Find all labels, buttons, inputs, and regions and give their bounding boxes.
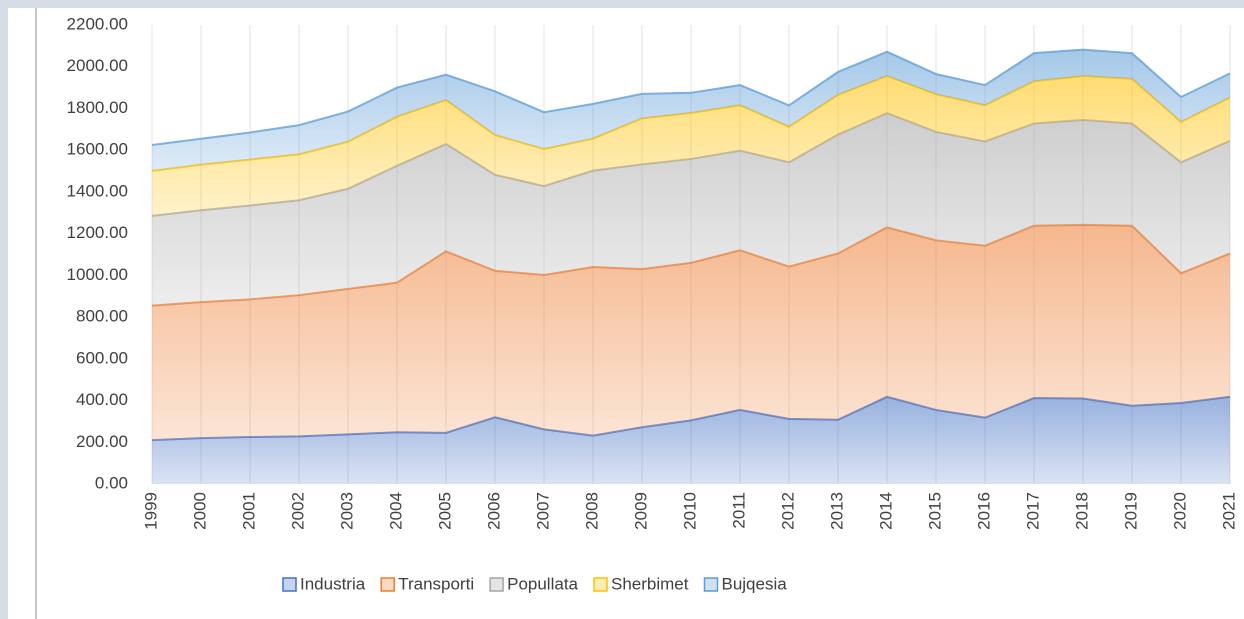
area [152,76,1230,216]
area [152,224,1230,441]
x-tick-label: 2004 [386,492,405,530]
legend-label: Sherbimet [611,574,689,593]
area-line [151,395,1231,442]
area-line [151,48,1231,146]
y-tick-label: 1600.00 [67,140,128,159]
legend-label: Bujqesia [721,574,787,593]
x-tick-label: 2005 [435,492,454,530]
x-tick-label: 2020 [1170,492,1189,530]
x-tick-label: 2003 [337,492,356,530]
x-tick-label: 2009 [631,492,650,530]
x-tick-label: 2018 [1072,492,1091,530]
x-tick-label: 2001 [239,492,258,530]
y-tick-label: 1000.00 [67,265,128,284]
y-tick-label: 0.00 [95,473,128,492]
y-tick-label: 1800.00 [67,98,128,117]
y-tick-label: 1200.00 [67,223,128,242]
x-tick-label: 2007 [533,492,552,530]
x-tick-label: 2014 [876,492,895,530]
x-tick-label: 2000 [190,492,209,530]
legend-swatch [489,577,504,592]
x-tick-label: 2006 [484,492,503,530]
legend-swatch [380,577,395,592]
area [152,113,1230,306]
legend-swatch [282,577,297,592]
x-tick-label: 2016 [974,492,993,530]
x-tick-label: 2017 [1023,492,1042,530]
y-tick-label: 2000.00 [67,56,128,75]
legend-swatch [703,577,719,592]
legend-label: Industria [300,574,366,593]
legend: Industria Transporti Popullata Sherbimet Buj… [282,574,787,593]
x-tick-label: 2011 [729,492,748,529]
legend-label: Popullata [507,574,578,593]
y-tick-label: 400.00 [76,390,128,409]
x-tick-label: 2013 [827,492,846,530]
area [152,396,1230,484]
y-tick-label: 2200.00 [67,14,128,33]
x-tick-label: 2021 [1219,492,1238,530]
y-tick-label: 200.00 [76,432,128,451]
y-tick-label: 600.00 [76,348,128,367]
y-tick-label: 1400.00 [67,181,128,200]
legend-swatch [593,577,608,592]
x-tick-label: 2002 [288,492,307,530]
x-tick-label: 2015 [925,492,944,530]
x-tick-label: 1999 [141,492,160,530]
x-tick-label: 2008 [582,492,601,530]
y-tick-label: 800.00 [76,307,128,326]
x-tick-label: 2010 [680,492,699,530]
x-tick-label: 2019 [1121,492,1140,530]
legend-label: Transporti [398,574,474,593]
x-tick-label: 2012 [778,492,797,530]
